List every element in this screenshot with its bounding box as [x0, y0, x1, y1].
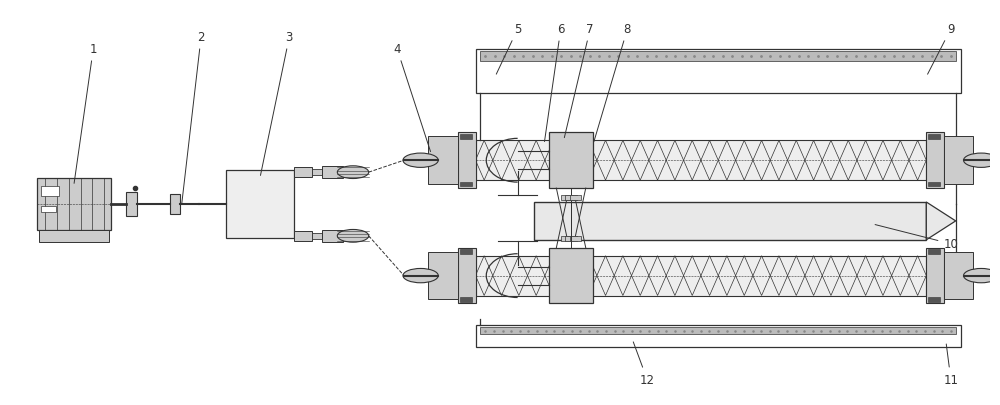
Text: 6: 6: [544, 23, 565, 142]
Polygon shape: [549, 248, 593, 304]
Polygon shape: [565, 196, 577, 200]
Polygon shape: [926, 133, 944, 189]
Polygon shape: [476, 256, 926, 296]
Polygon shape: [294, 232, 312, 241]
Polygon shape: [460, 182, 472, 187]
Text: 5: 5: [496, 23, 521, 75]
Polygon shape: [460, 134, 472, 139]
Polygon shape: [570, 236, 581, 241]
Polygon shape: [926, 248, 944, 304]
Text: 4: 4: [393, 43, 431, 152]
Text: 3: 3: [260, 31, 293, 176]
Circle shape: [337, 230, 369, 243]
Polygon shape: [428, 252, 458, 300]
Circle shape: [964, 269, 999, 283]
Text: 1: 1: [74, 43, 97, 184]
Circle shape: [403, 153, 438, 168]
Polygon shape: [549, 133, 593, 189]
Text: 2: 2: [182, 31, 205, 204]
Polygon shape: [322, 167, 343, 179]
Polygon shape: [37, 179, 111, 230]
Polygon shape: [926, 202, 956, 240]
Polygon shape: [312, 233, 322, 239]
Polygon shape: [561, 196, 573, 200]
Polygon shape: [460, 297, 472, 302]
Text: 7: 7: [564, 23, 594, 138]
Polygon shape: [312, 170, 322, 176]
Circle shape: [337, 166, 369, 179]
Polygon shape: [294, 168, 312, 177]
Polygon shape: [476, 141, 926, 181]
Polygon shape: [41, 187, 59, 196]
Circle shape: [964, 153, 999, 168]
Polygon shape: [428, 137, 458, 185]
Polygon shape: [928, 134, 940, 139]
Polygon shape: [458, 133, 476, 189]
Polygon shape: [565, 236, 577, 241]
Polygon shape: [928, 297, 940, 302]
Polygon shape: [322, 230, 343, 242]
Polygon shape: [944, 252, 973, 300]
Polygon shape: [928, 182, 940, 187]
Polygon shape: [561, 236, 573, 241]
Text: 9: 9: [928, 23, 955, 75]
Polygon shape: [944, 137, 973, 185]
Circle shape: [403, 269, 438, 283]
Text: 8: 8: [594, 23, 631, 142]
Polygon shape: [928, 250, 940, 254]
Polygon shape: [570, 196, 581, 200]
Text: 10: 10: [875, 225, 958, 251]
Polygon shape: [226, 171, 294, 238]
Polygon shape: [480, 328, 956, 335]
Polygon shape: [480, 52, 956, 62]
Polygon shape: [458, 248, 476, 304]
Polygon shape: [534, 202, 926, 240]
Polygon shape: [126, 192, 137, 216]
Polygon shape: [460, 250, 472, 254]
Text: 12: 12: [633, 342, 654, 386]
Polygon shape: [170, 194, 180, 214]
Polygon shape: [41, 207, 56, 212]
Polygon shape: [39, 230, 109, 242]
Text: 11: 11: [943, 344, 958, 386]
